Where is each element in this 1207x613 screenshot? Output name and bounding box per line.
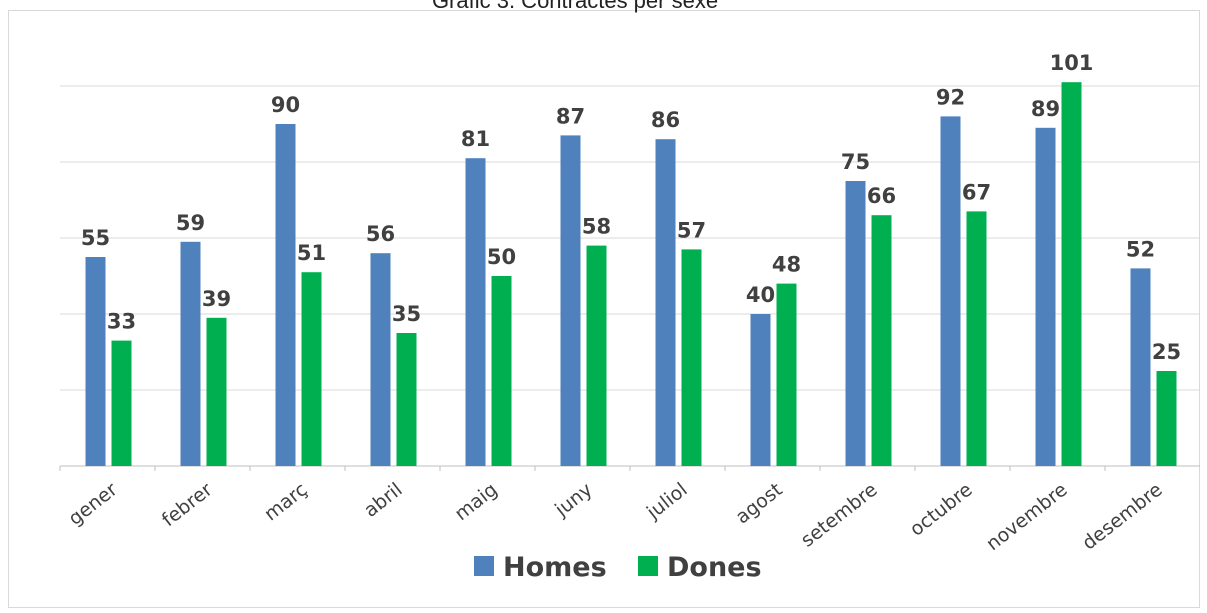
bar-dones-desembre [1156,371,1177,466]
bar-dones-febrer [206,317,227,466]
data-label-homes-setembre: 75 [841,150,870,174]
legend-label-homes: Homes [503,552,607,583]
data-label-homes-febrer: 59 [176,211,205,235]
data-label-dones-juny: 58 [582,215,611,239]
bar-homes-juliol [655,139,676,466]
bar-homes-març [275,124,296,466]
x-tick-label-agost: agost [732,479,787,529]
data-label-homes-abril: 56 [366,222,395,246]
legend-label-dones: Dones [667,552,762,583]
bar-homes-juny [560,135,581,466]
chart-title: Gràfic 3. Contractes per sexe [431,0,719,13]
x-tick-label-novembre: novembre [982,479,1071,556]
data-label-dones-abril: 35 [392,302,421,326]
data-label-dones-novembre: 101 [1050,51,1094,75]
data-label-dones-desembre: 25 [1152,340,1181,364]
bar-homes-maig [465,158,486,466]
bar-homes-gener [85,257,106,466]
x-tick-label-octubre: octubre [906,479,977,541]
data-label-dones-maig: 50 [487,245,516,269]
legend-swatch-dones [638,556,658,576]
data-label-dones-octubre: 67 [962,180,991,204]
x-tick-label-setembre: setembre [797,479,882,552]
data-label-dones-gener: 33 [107,310,136,334]
bar-dones-novembre [1061,82,1082,466]
bar-homes-octubre [940,116,961,467]
bar-dones-maig [491,276,512,466]
chart-frame [8,10,1200,608]
data-label-homes-gener: 55 [81,226,110,250]
bar-homes-febrer [180,241,201,466]
bar-homes-setembre [845,181,866,466]
data-label-dones-setembre: 66 [867,184,896,208]
data-label-homes-agost: 40 [746,283,775,307]
data-label-homes-juny: 87 [556,104,585,128]
data-label-homes-octubre: 92 [936,85,965,109]
bar-dones-juny [586,245,607,466]
data-label-homes-març: 90 [271,93,300,117]
x-tick-label-febrer: febrer [158,478,217,531]
bar-dones-abril [396,333,417,466]
x-tick-label-maig: maig [451,479,502,526]
bar-dones-setembre [871,215,892,466]
data-label-dones-juliol: 57 [677,218,706,242]
x-tick-label-març: març [260,479,311,526]
x-tick-label-juny: juny [550,479,596,522]
bar-homes-novembre [1035,127,1056,467]
bar-dones-gener [111,340,132,466]
bar-dones-agost [776,283,797,466]
data-label-dones-agost: 48 [772,253,801,277]
data-label-dones-febrer: 39 [202,287,231,311]
x-tick-label-desembre: desembre [1078,479,1166,555]
bar-dones-octubre [966,211,987,466]
data-label-homes-novembre: 89 [1031,97,1060,121]
x-tick-label-abril: abril [360,479,407,522]
bar-homes-abril [370,253,391,466]
data-label-homes-desembre: 52 [1126,237,1155,261]
bar-homes-desembre [1130,268,1151,466]
data-label-dones-març: 51 [297,241,326,265]
data-label-homes-juliol: 86 [651,108,680,132]
data-label-homes-maig: 81 [461,127,490,151]
bar-homes-agost [750,314,771,466]
x-tick-label-juliol: juliol [642,479,692,525]
legend-swatch-homes [474,556,494,576]
bar-dones-juliol [681,249,702,466]
bar-dones-març [301,272,322,466]
x-tick-label-gener: gener [64,478,121,529]
